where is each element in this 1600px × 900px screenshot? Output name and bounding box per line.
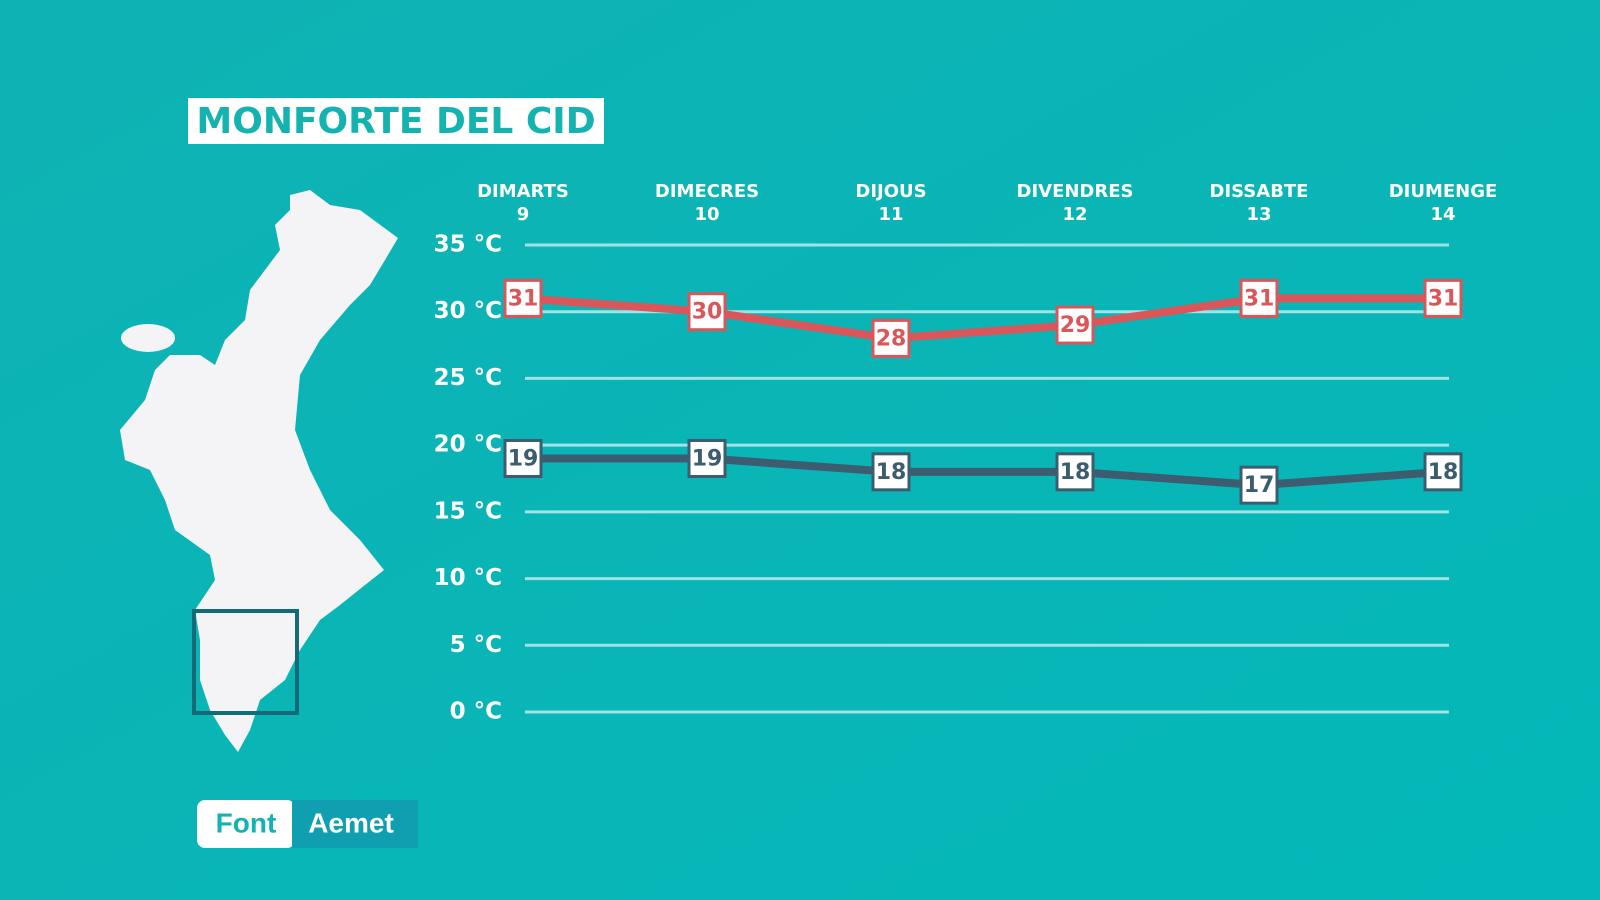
map-enclave bbox=[121, 324, 175, 352]
map-highlight bbox=[192, 609, 299, 715]
y-tick-label: 30 °C bbox=[434, 298, 502, 324]
source-label-box bbox=[197, 800, 295, 848]
data-point bbox=[687, 438, 727, 478]
x-tick-label: DIMECRES bbox=[655, 181, 759, 202]
x-tick-label: DIJOUS bbox=[855, 181, 926, 202]
series-line bbox=[522, 294, 1443, 343]
data-point bbox=[1055, 305, 1095, 345]
y-tick-label: 20 °C bbox=[434, 432, 502, 458]
data-point bbox=[1423, 278, 1463, 318]
x-date-label: 9 bbox=[517, 204, 530, 225]
data-point bbox=[1239, 278, 1279, 318]
data-label: 29 bbox=[1060, 313, 1091, 338]
y-tick-label: 10 °C bbox=[434, 565, 502, 591]
chart-title: MONFORTE DEL CID bbox=[196, 101, 595, 142]
map-shape bbox=[120, 190, 398, 752]
y-tick-label: 5 °C bbox=[450, 632, 502, 658]
region-map bbox=[120, 190, 398, 752]
x-tick-label: DIUMENGE bbox=[1389, 181, 1498, 202]
x-tick-label: DIVENDRES bbox=[1017, 181, 1134, 202]
series-line bbox=[523, 454, 1444, 490]
data-label: 30 bbox=[692, 300, 723, 325]
data-label: 31 bbox=[508, 286, 539, 311]
data-label: 28 bbox=[876, 326, 907, 351]
data-point bbox=[503, 278, 543, 318]
y-tick-label: 35 °C bbox=[434, 232, 502, 258]
data-label: 18 bbox=[1060, 460, 1091, 485]
x-date-label: 13 bbox=[1246, 204, 1271, 225]
x-date-label: 11 bbox=[878, 204, 903, 225]
x-date-label: 14 bbox=[1430, 204, 1455, 225]
x-tick-label: DIMARTS bbox=[477, 181, 569, 202]
data-label: 19 bbox=[508, 446, 539, 471]
data-label: 17 bbox=[1244, 473, 1275, 498]
data-point bbox=[871, 452, 911, 492]
y-tick-label: 15 °C bbox=[434, 498, 502, 524]
data-label: 31 bbox=[1428, 286, 1459, 311]
title-box bbox=[188, 98, 604, 144]
x-date-label: 10 bbox=[694, 204, 719, 225]
source-label: Font bbox=[216, 807, 277, 838]
source: Aemet bbox=[308, 807, 394, 838]
data-point bbox=[871, 318, 911, 358]
data-label: 19 bbox=[692, 446, 723, 471]
source-box bbox=[292, 800, 418, 848]
x-date-label: 12 bbox=[1062, 204, 1087, 225]
data-point bbox=[1055, 452, 1095, 492]
data-point bbox=[503, 438, 543, 478]
x-tick-label: DISSABTE bbox=[1210, 181, 1309, 202]
data-label: 18 bbox=[1428, 460, 1459, 485]
data-point bbox=[1239, 465, 1279, 505]
data-point bbox=[1423, 452, 1463, 492]
data-point bbox=[687, 292, 727, 332]
y-tick-label: 0 °C bbox=[450, 699, 502, 725]
y-tick-label: 25 °C bbox=[434, 365, 502, 391]
data-label: 18 bbox=[876, 460, 907, 485]
data-label: 31 bbox=[1244, 286, 1275, 311]
